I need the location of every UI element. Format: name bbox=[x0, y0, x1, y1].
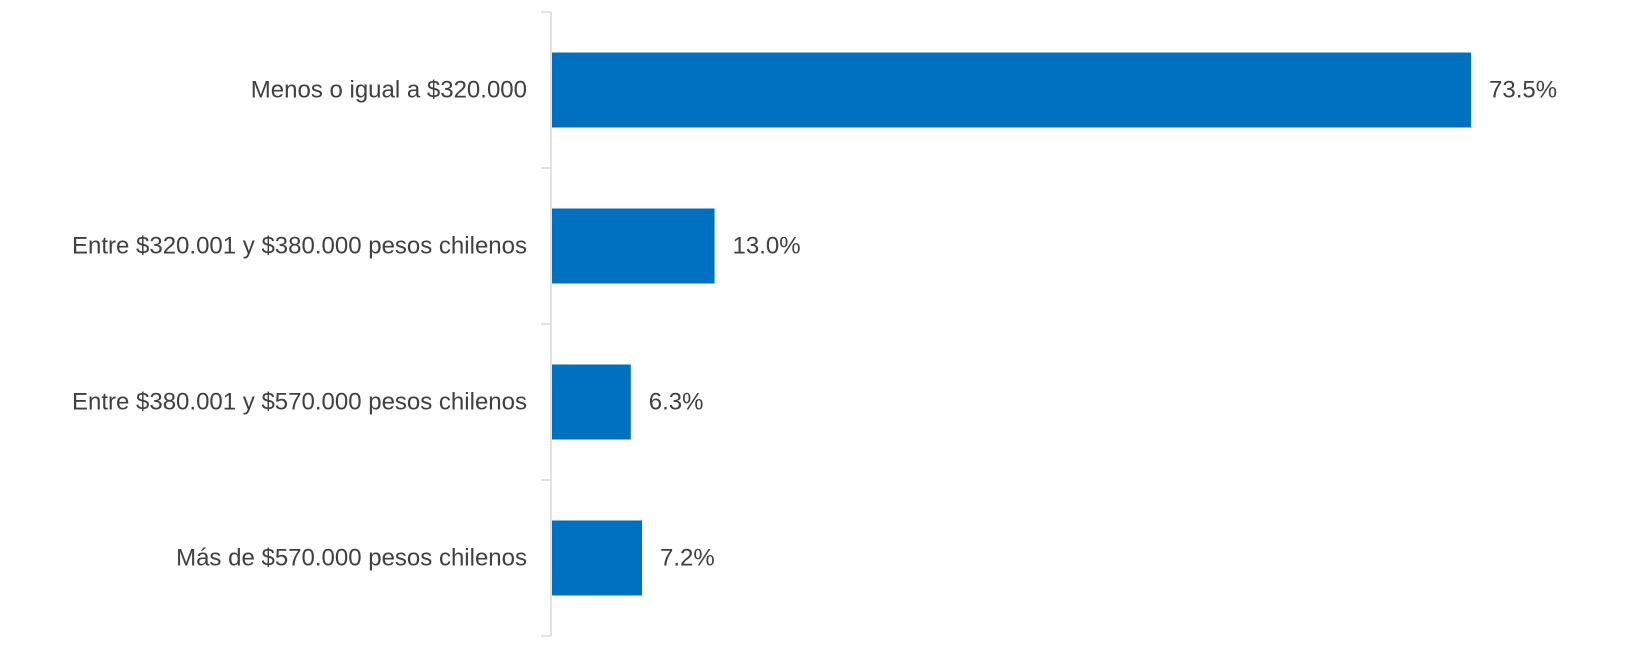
value-label: 6.3% bbox=[649, 389, 704, 416]
category-label: Más de $570.000 pesos chilenos bbox=[176, 545, 527, 572]
category-label: Entre $380.001 y $570.000 pesos chilenos bbox=[72, 389, 527, 416]
bar bbox=[552, 520, 643, 596]
category-label: Entre $320.001 y $380.000 pesos chilenos bbox=[72, 233, 527, 260]
value-label: 7.2% bbox=[660, 545, 715, 572]
bar bbox=[552, 364, 631, 440]
value-label: 13.0% bbox=[733, 233, 801, 260]
axis-layer bbox=[541, 11, 552, 637]
bar bbox=[552, 52, 1471, 128]
bar bbox=[552, 208, 715, 284]
bars-layer bbox=[552, 52, 1471, 596]
value-label: 73.5% bbox=[1489, 77, 1557, 104]
category-label: Menos o igual a $320.000 bbox=[251, 77, 527, 104]
labels-layer: Menos o igual a $320.000 73.5% Entre $320.… bbox=[72, 77, 1557, 572]
